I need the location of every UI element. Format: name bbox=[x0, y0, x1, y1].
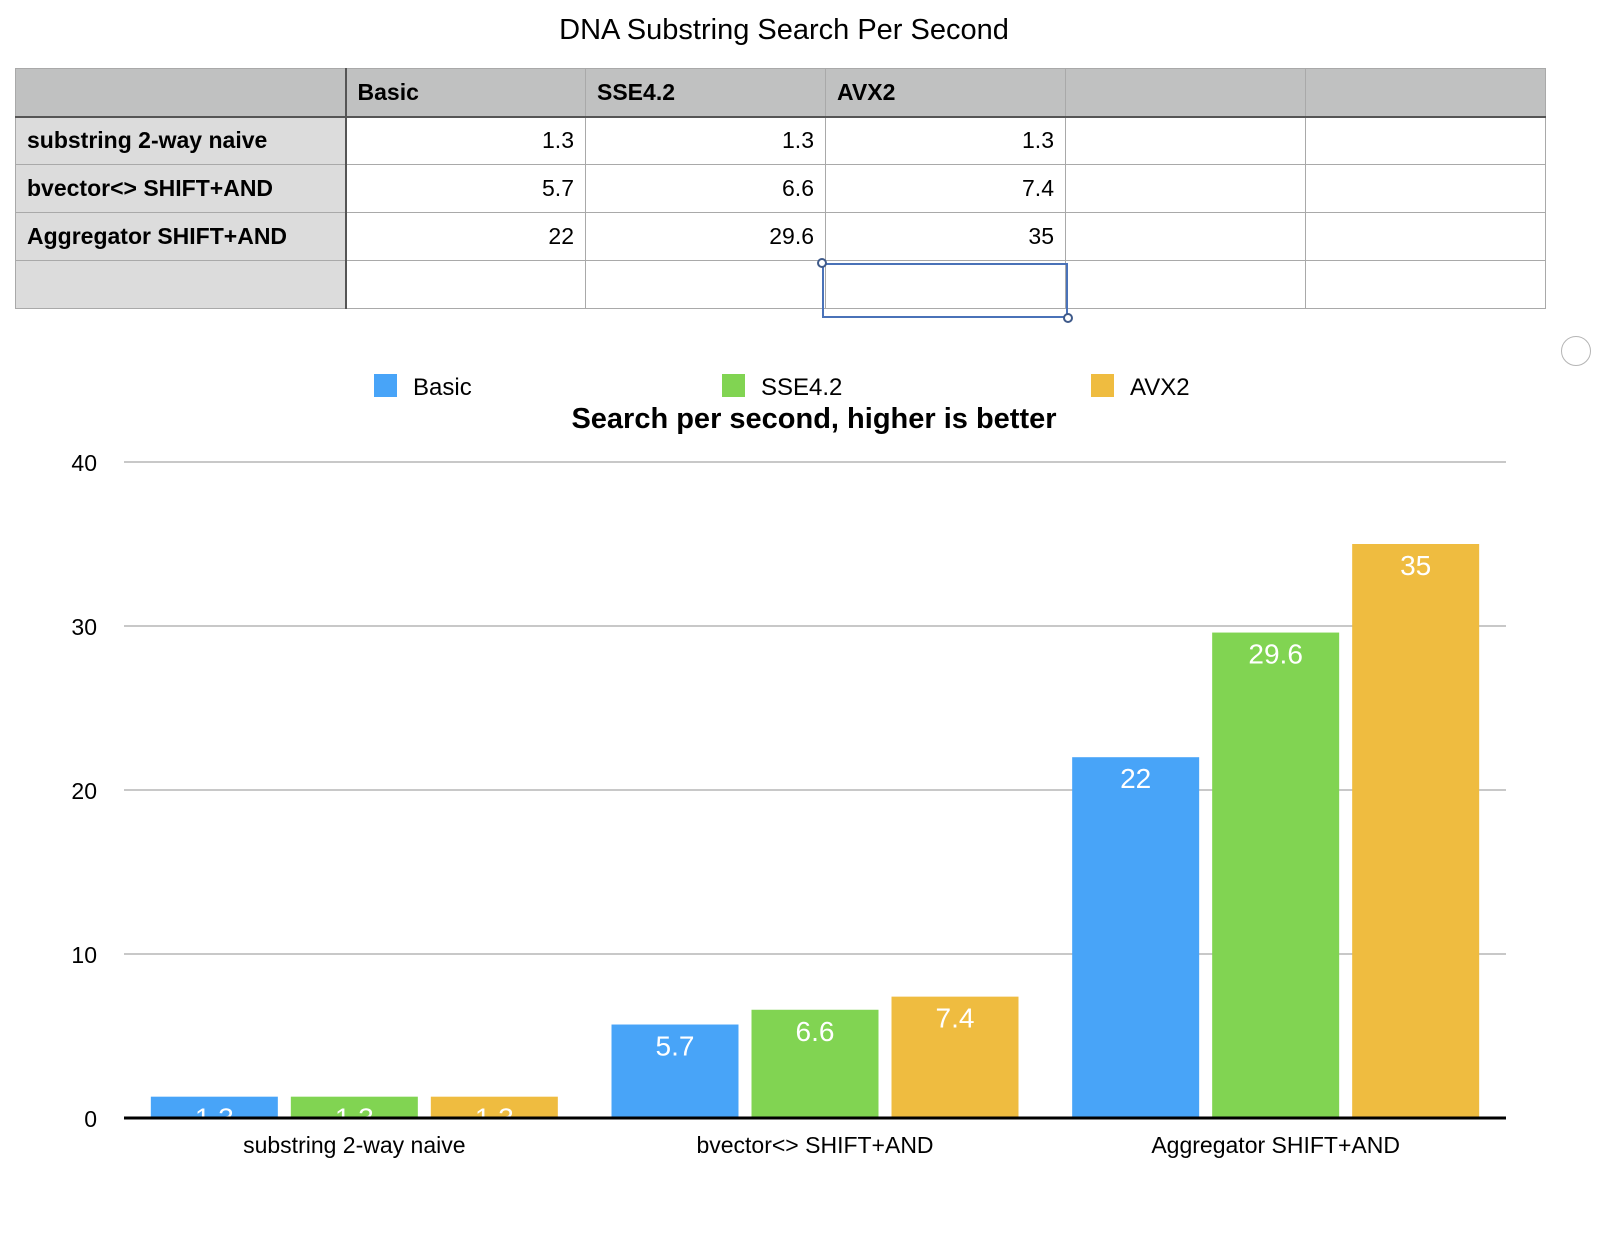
x-tick-label: Aggregator SHIFT+AND bbox=[1151, 1132, 1400, 1158]
table-cell[interactable] bbox=[1065, 212, 1306, 261]
table-cell[interactable]: 35 bbox=[825, 212, 1066, 261]
header-cell-basic[interactable]: Basic bbox=[345, 68, 586, 118]
chart-legend: Basic SSE4.2 AVX2 bbox=[374, 374, 1190, 401]
bar[interactable] bbox=[430, 1096, 558, 1117]
bar[interactable] bbox=[150, 1096, 278, 1117]
bar-value-label: 29.6 bbox=[1248, 639, 1303, 670]
row-label-cell[interactable]: bvector<> SHIFT+AND bbox=[15, 164, 347, 213]
bar[interactable] bbox=[611, 1024, 739, 1117]
table-header-row: Basic SSE4.2 AVX2 bbox=[15, 68, 1546, 118]
header-cell-sse42[interactable]: SSE4.2 bbox=[585, 68, 826, 118]
bar[interactable] bbox=[290, 1096, 418, 1117]
table-cell[interactable] bbox=[345, 260, 586, 309]
table-cell[interactable] bbox=[1305, 164, 1546, 213]
bar[interactable] bbox=[1352, 544, 1480, 1117]
y-tick-label: 20 bbox=[71, 778, 97, 804]
row-label-cell[interactable] bbox=[15, 260, 347, 309]
bar-chart[interactable]: Basic SSE4.2 AVX2 Search per second, highe… bbox=[0, 336, 1598, 1236]
y-axis-tick-labels: 0 10 20 30 40 bbox=[71, 450, 97, 1132]
header-cell-empty[interactable] bbox=[1305, 68, 1546, 118]
table-cell[interactable]: 5.7 bbox=[345, 164, 586, 213]
header-cell-avx2[interactable]: AVX2 bbox=[825, 68, 1066, 118]
cell-selection-box bbox=[822, 263, 1068, 318]
bar[interactable] bbox=[751, 1009, 879, 1117]
bar-value-label: 35 bbox=[1400, 550, 1431, 581]
bar-value-label: 7.4 bbox=[936, 1003, 975, 1034]
table-row: Aggregator SHIFT+AND 22 29.6 35 bbox=[15, 212, 1546, 261]
table-cell[interactable]: 7.4 bbox=[825, 164, 1066, 213]
bar-value-label: 22 bbox=[1120, 763, 1151, 794]
bars bbox=[150, 544, 1480, 1117]
table-cell[interactable] bbox=[1065, 116, 1306, 165]
bar[interactable] bbox=[1072, 757, 1200, 1117]
selected-cell[interactable] bbox=[825, 260, 1066, 309]
table-cell[interactable] bbox=[1305, 212, 1546, 261]
legend-swatch bbox=[374, 374, 397, 397]
table-cell[interactable]: 1.3 bbox=[345, 116, 586, 165]
bar-value-label: 5.7 bbox=[656, 1031, 695, 1062]
table-row: substring 2-way naive 1.3 1.3 1.3 bbox=[15, 116, 1546, 165]
bar[interactable] bbox=[891, 996, 1019, 1117]
y-tick-label: 30 bbox=[71, 614, 97, 640]
table-cell[interactable] bbox=[1065, 164, 1306, 213]
y-tick-label: 10 bbox=[71, 942, 97, 968]
sheet-title: DNA Substring Search Per Second bbox=[559, 14, 1009, 46]
data-table: Basic SSE4.2 AVX2 substring 2-way naive … bbox=[15, 68, 1546, 309]
bar[interactable] bbox=[1212, 632, 1340, 1117]
x-tick-label: substring 2-way naive bbox=[243, 1132, 465, 1158]
table-cell[interactable]: 22 bbox=[345, 212, 586, 261]
chart-title: Search per second, higher is better bbox=[571, 403, 1056, 435]
y-tick-label: 0 bbox=[84, 1106, 97, 1132]
table-cell[interactable]: 1.3 bbox=[585, 116, 826, 165]
y-tick-label: 40 bbox=[71, 450, 97, 476]
legend-label: SSE4.2 bbox=[761, 374, 842, 401]
header-corner-cell[interactable] bbox=[15, 68, 347, 118]
table-row: bvector<> SHIFT+AND 5.7 6.6 7.4 bbox=[15, 164, 1546, 213]
legend-swatch bbox=[722, 374, 745, 397]
chart-edge-handle[interactable] bbox=[1561, 336, 1591, 366]
table-cell[interactable]: 1.3 bbox=[825, 116, 1066, 165]
legend-label: AVX2 bbox=[1130, 374, 1190, 401]
header-cell-empty[interactable] bbox=[1065, 68, 1306, 118]
legend-swatch bbox=[1091, 374, 1114, 397]
row-label-cell[interactable]: Aggregator SHIFT+AND bbox=[15, 212, 347, 261]
selection-handle-bottom-right[interactable] bbox=[1063, 313, 1073, 323]
table-row bbox=[15, 260, 1546, 309]
table-cell[interactable] bbox=[1305, 260, 1546, 309]
x-axis-tick-labels: substring 2-way naive bvector<> SHIFT+AND… bbox=[243, 1132, 1400, 1158]
table-cell[interactable] bbox=[1065, 260, 1306, 309]
selection-handle-top-left[interactable] bbox=[817, 258, 827, 268]
table-cell[interactable] bbox=[585, 260, 826, 309]
bar-value-label: 6.6 bbox=[796, 1016, 835, 1047]
table-cell[interactable] bbox=[1305, 116, 1546, 165]
legend-label: Basic bbox=[413, 374, 472, 401]
table-cell[interactable]: 6.6 bbox=[585, 164, 826, 213]
x-tick-label: bvector<> SHIFT+AND bbox=[696, 1132, 933, 1158]
row-label-cell[interactable]: substring 2-way naive bbox=[15, 116, 347, 165]
table-cell[interactable]: 29.6 bbox=[585, 212, 826, 261]
